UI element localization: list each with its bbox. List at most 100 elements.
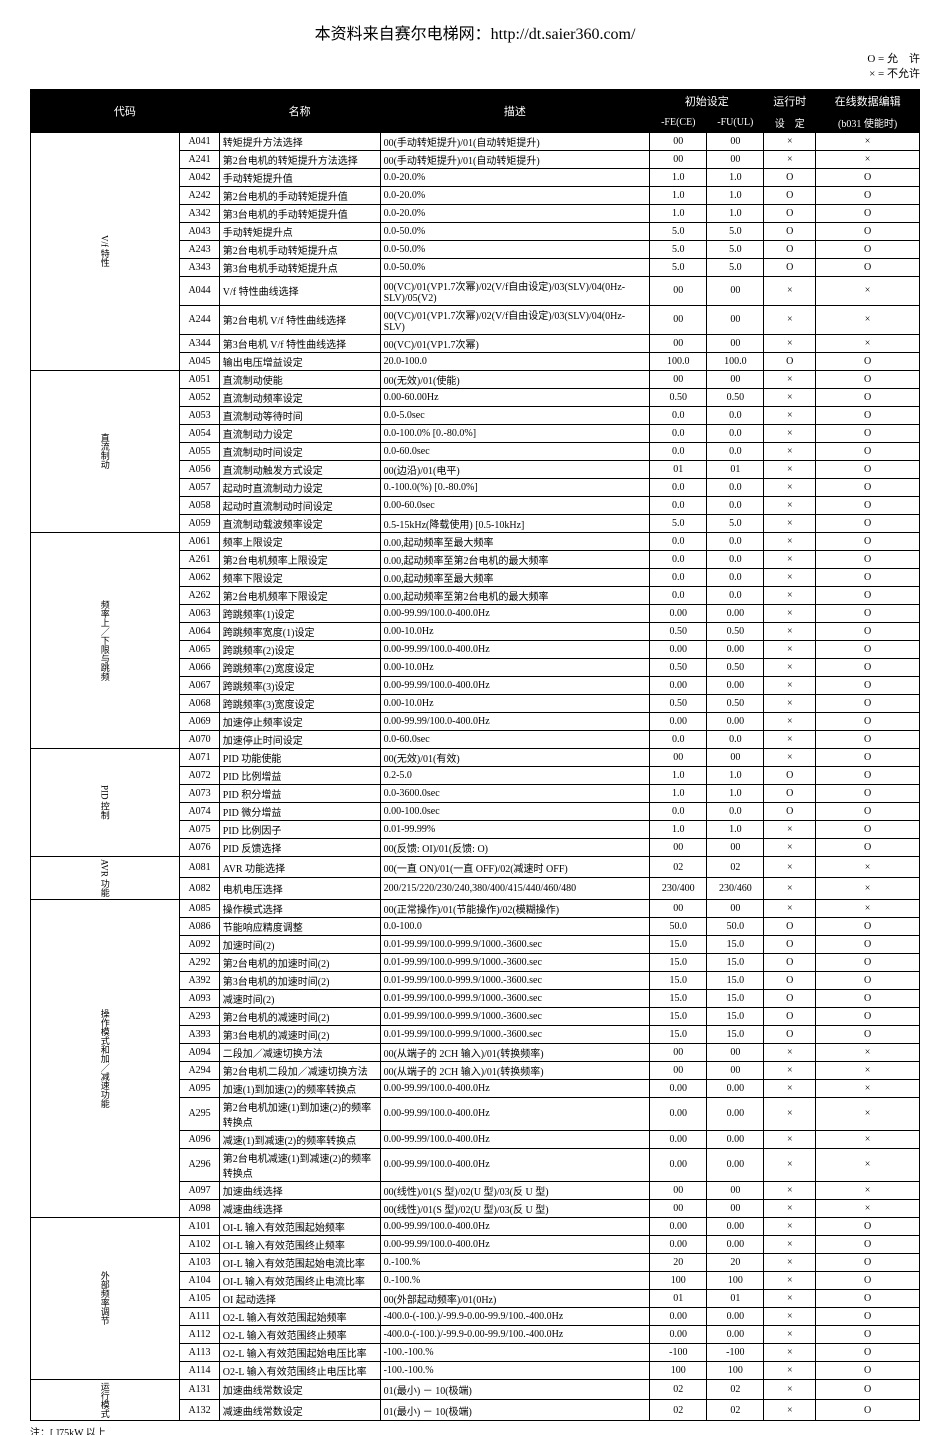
cell-desc: 00(正常操作)/01(节能操作)/02(模糊操作) [380,899,650,917]
cell-online: O [816,586,920,604]
cell-code: A294 [180,1061,219,1079]
cell-code: A241 [180,150,219,168]
cell-online: O [816,676,920,694]
cell-online: O [816,1235,920,1253]
cell-desc: 0.00-99.99/100.0-400.0Hz [380,1217,650,1235]
cell-runtime: × [764,604,816,622]
group-label: 操作模式和加／减速功能 [31,899,180,1217]
cell-code: A070 [180,730,219,748]
cell-fe: 00 [650,132,707,150]
cell-code: A054 [180,424,219,442]
cell-fe: 0.00 [650,1097,707,1130]
cell-desc: 0.0-60.0sec [380,442,650,460]
cell-fe: 00 [650,1181,707,1199]
cell-runtime: × [764,424,816,442]
cell-desc: -100.-100.% [380,1361,650,1379]
cell-desc: 0.-100.0(%) [0.-80.0%] [380,478,650,496]
th-name: 名称 [219,89,380,132]
cell-name: OI-L 输入有效范围终止频率 [219,1235,380,1253]
cell-code: A069 [180,712,219,730]
cell-online: O [816,186,920,204]
cell-online: × [816,276,920,305]
cell-fe: 0.00 [650,1130,707,1148]
cell-fu: 00 [707,1043,764,1061]
cell-online: O [816,478,920,496]
cell-name: 二段加／减速切换方法 [219,1043,380,1061]
cell-name: AVR 功能选择 [219,856,380,878]
cell-fu: 0.0 [707,586,764,604]
cell-fe: 0.50 [650,622,707,640]
cell-online: O [816,953,920,971]
cell-desc: 0.00-99.99/100.0-400.0Hz [380,1235,650,1253]
cell-fu: 0.0 [707,442,764,460]
cell-desc: 00(线性)/01(S 型)/02(U 型)/03(反 U 型) [380,1199,650,1217]
cell-fu: 5.0 [707,258,764,276]
cell-runtime: × [764,1361,816,1379]
cell-desc: 0.00-99.99/100.0-400.0Hz [380,712,650,730]
cell-name: O2-L 输入有效范围终止频率 [219,1325,380,1343]
cell-fu: 1.0 [707,820,764,838]
cell-fe: 00 [650,899,707,917]
cell-desc: 01(最小) － 10(极端) [380,1379,650,1400]
cell-online: O [816,748,920,766]
cell-fe: 5.0 [650,514,707,532]
cell-online: O [816,424,920,442]
cell-runtime: O [764,989,816,1007]
cell-code: A104 [180,1271,219,1289]
cell-fu: 0.00 [707,1217,764,1235]
cell-code: A081 [180,856,219,878]
cell-code: A056 [180,460,219,478]
legend-deny: × = 不允许 [30,67,920,82]
cell-fu: 00 [707,334,764,352]
cell-fe: 0.0 [650,532,707,550]
cell-code: A296 [180,1148,219,1181]
cell-runtime: × [764,496,816,514]
cell-code: A044 [180,276,219,305]
cell-code: A111 [180,1307,219,1325]
cell-name: 跨跳频率(1)设定 [219,604,380,622]
cell-code: A242 [180,186,219,204]
cell-online: × [816,1181,920,1199]
cell-desc: 0.00-99.99/100.0-400.0Hz [380,1130,650,1148]
cell-desc: 0.5-15kHz(降载使用) [0.5-10kHz] [380,514,650,532]
cell-fe: 02 [650,1400,707,1421]
cell-name: 节能响应精度调整 [219,917,380,935]
cell-fu: 1.0 [707,168,764,186]
cell-name: OI-L 输入有效范围起始频率 [219,1217,380,1235]
cell-name: 起动时直流制动力设定 [219,478,380,496]
cell-code: A092 [180,935,219,953]
cell-fu: 5.0 [707,222,764,240]
cell-fe: 1.0 [650,168,707,186]
cell-name: 加速停止时间设定 [219,730,380,748]
cell-name: V/f 特性曲线选择 [219,276,380,305]
cell-runtime: × [764,878,816,900]
cell-fe: 00 [650,334,707,352]
cell-fe: 0.00 [650,676,707,694]
cell-fe: 0.0 [650,550,707,568]
cell-desc: 0.0-20.0% [380,204,650,222]
th-online-sub: (b031 使能时) [816,112,920,132]
cell-runtime: × [764,1271,816,1289]
cell-online: × [816,1148,920,1181]
cell-runtime: × [764,1061,816,1079]
cell-online: × [816,1130,920,1148]
cell-name: 第3台电机手动转矩提升点 [219,258,380,276]
cell-code: A131 [180,1379,219,1400]
cell-fu: 1.0 [707,186,764,204]
cell-fu: 0.50 [707,658,764,676]
cell-name: 第2台电机的减速时间(2) [219,1007,380,1025]
cell-desc: 00(手动转矩提升)/01(自动转矩提升) [380,150,650,168]
cell-fu: 00 [707,370,764,388]
cell-desc: 0.0-50.0% [380,258,650,276]
cell-fu: 00 [707,150,764,168]
th-fu: -FU(UL) [707,112,764,132]
cell-runtime: O [764,222,816,240]
cell-runtime: O [764,352,816,370]
cell-name: 直流制动时间设定 [219,442,380,460]
cell-runtime: O [764,258,816,276]
cell-online: O [816,694,920,712]
cell-online: O [816,1379,920,1400]
cell-fu: 00 [707,305,764,334]
cell-desc: 0.00-100.0sec [380,802,650,820]
cell-fe: 15.0 [650,1007,707,1025]
